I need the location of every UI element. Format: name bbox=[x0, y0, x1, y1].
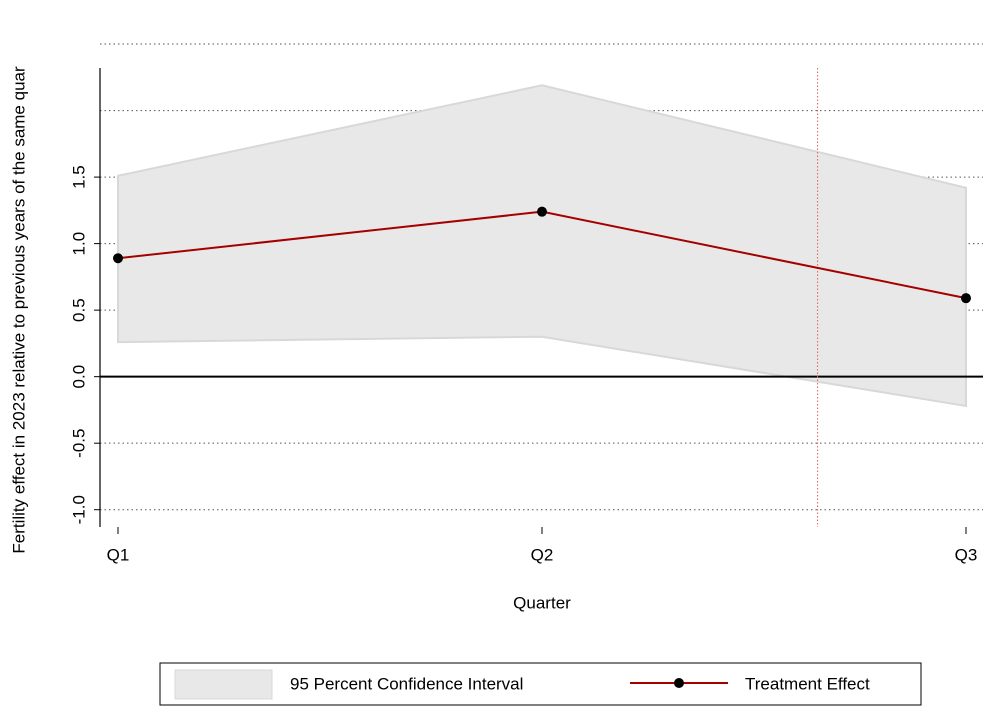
y-tick-label: -0.5 bbox=[69, 429, 88, 458]
legend-box bbox=[159, 662, 922, 706]
y-tick-label: 1.0 bbox=[69, 232, 88, 256]
confidence-band bbox=[117, 84, 967, 408]
x-tick-label: Q3 bbox=[955, 545, 978, 564]
x-tick-label: Q2 bbox=[531, 545, 554, 564]
y-tick-label: 0.5 bbox=[69, 298, 88, 322]
legend-marker bbox=[674, 678, 684, 688]
point bbox=[113, 253, 123, 264]
legend-label: Treatment Effect bbox=[745, 674, 870, 693]
point bbox=[537, 206, 547, 217]
x-tick-label: Q1 bbox=[107, 545, 130, 564]
legend-label: 95 Percent Confidence Interval bbox=[290, 674, 523, 693]
x-axis-label: Quarter bbox=[513, 593, 571, 612]
point bbox=[961, 293, 971, 304]
y-axis-label: Fertility effect in 2023 relative to pre… bbox=[9, 66, 28, 554]
y-tick-label: 0.0 bbox=[69, 365, 88, 389]
y-tick-label: 1.5 bbox=[69, 165, 88, 189]
legend-swatch bbox=[174, 669, 273, 700]
y-tick-label: -1.0 bbox=[69, 495, 88, 524]
